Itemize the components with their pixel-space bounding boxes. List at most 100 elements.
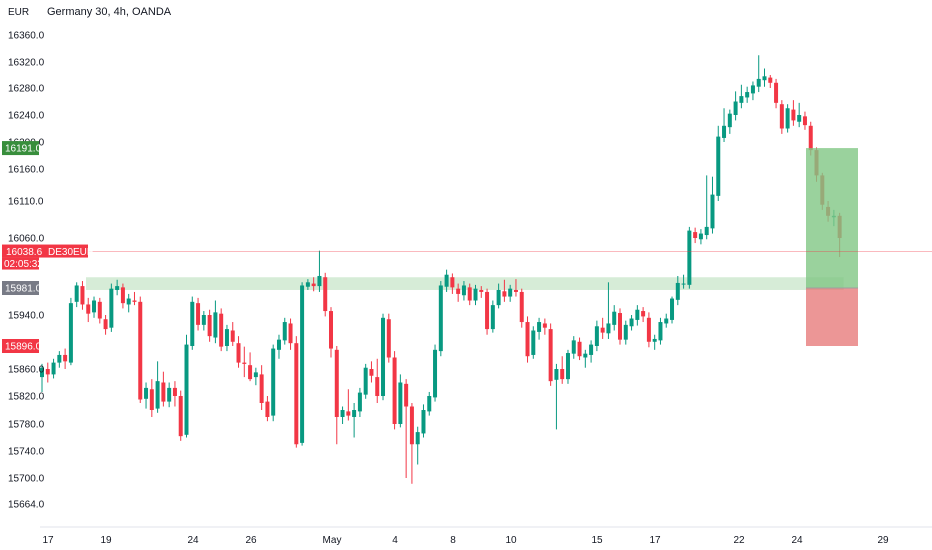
candle-body (583, 353, 588, 358)
candle-body (398, 382, 403, 424)
candle-body (704, 226, 709, 236)
candle-body (797, 115, 802, 122)
candle-body (606, 323, 611, 334)
time-tick-label: 22 (733, 535, 745, 546)
candle-body (779, 104, 784, 129)
candle-body (461, 285, 466, 296)
candle-body (785, 108, 790, 129)
candle-body (386, 319, 391, 358)
time-tick-label: 24 (187, 535, 199, 546)
candle-body (485, 291, 490, 330)
candle-body (357, 392, 362, 412)
candle-body (74, 285, 79, 302)
candle-body (149, 389, 154, 410)
price-tick-label: 16280.0 (8, 84, 45, 95)
candle-body (97, 301, 102, 319)
candle-body (144, 387, 149, 399)
candle-body (230, 330, 235, 342)
candle-body (750, 85, 755, 94)
candle-body (421, 410, 426, 434)
candle-body (670, 298, 675, 320)
candle-body (762, 76, 767, 81)
candle-body (329, 311, 333, 349)
candle-body (652, 338, 657, 342)
candle-body (681, 283, 686, 285)
last-price-label: 16038.6 (6, 247, 43, 258)
candle-body (40, 367, 44, 378)
candle-body (687, 230, 692, 285)
candle-body (554, 369, 559, 380)
candle-body (172, 387, 177, 396)
price-axis[interactable]: 16360.016320.016280.016240.016200.016160… (8, 31, 45, 511)
candle-body (294, 343, 299, 445)
candle-body (675, 282, 680, 300)
candle-body (190, 301, 195, 346)
candle-body (600, 327, 605, 333)
candle-body (178, 396, 183, 437)
candle-body (612, 311, 617, 325)
candle-body (433, 349, 438, 398)
candle-body (508, 288, 513, 297)
price-tick-label: 15940.0 (8, 311, 45, 322)
candle-body (490, 305, 495, 330)
price-tick-label: 15780.0 (8, 420, 45, 431)
candle-body (710, 194, 715, 229)
currency-label: EUR (8, 7, 29, 18)
price-badge (2, 339, 39, 353)
candle-body (444, 274, 449, 287)
price-tick-label: 15820.0 (8, 392, 45, 403)
time-axis[interactable]: 17 19 24 26 May 4 8 10 15 17 22 24 29 (40, 526, 932, 546)
candle-body (565, 353, 570, 380)
candle-body (381, 317, 386, 396)
candle-body (513, 289, 518, 292)
candle-body (271, 348, 276, 416)
price-tick-label: 15664.0 (8, 500, 45, 511)
time-tick-label: 4 (392, 535, 398, 546)
support-zone[interactable] (86, 277, 844, 290)
candle-body (196, 303, 201, 325)
price-tick-label: 15860.0 (8, 365, 45, 376)
position-profit-zone[interactable] (806, 148, 858, 288)
candle-body (415, 432, 420, 445)
candle-body (288, 323, 293, 344)
candle-body (745, 92, 750, 98)
candle-body (265, 401, 270, 417)
candle-body (317, 275, 322, 287)
time-tick-label: 19 (100, 535, 112, 546)
candle-body (300, 285, 305, 443)
candle-body (126, 298, 131, 305)
candle-body (664, 318, 669, 324)
candle-body (311, 283, 316, 287)
candle-body (560, 369, 565, 380)
time-tick-label: 29 (877, 535, 889, 546)
time-tick-label: 10 (505, 535, 517, 546)
time-tick-label: 17 (649, 535, 661, 546)
candle-body (525, 322, 530, 357)
candle-body (253, 372, 258, 378)
price-tick-label: 15740.0 (8, 447, 45, 458)
candle-body (548, 329, 553, 382)
candle-body (242, 362, 247, 364)
candle-body (727, 113, 732, 128)
candle-body (219, 313, 224, 347)
candle-body (658, 322, 663, 341)
candle-body (115, 286, 120, 290)
candle-body (68, 303, 73, 363)
candle-body (594, 326, 599, 346)
candle-body (248, 365, 253, 380)
price-badge (2, 281, 39, 295)
candle-body (802, 116, 807, 126)
candle-body (635, 309, 640, 320)
candle-body (103, 319, 108, 330)
symbol-label: DE30EUR (48, 247, 94, 258)
candle-body (456, 288, 461, 294)
bar-timer-badge (2, 257, 39, 270)
position-loss-zone[interactable] (806, 288, 858, 346)
candle-body (276, 339, 281, 350)
candle-body (629, 318, 634, 327)
candle-body (92, 300, 97, 313)
candle-body (161, 382, 166, 402)
candle-body (375, 377, 380, 396)
candle-body (352, 410, 357, 417)
